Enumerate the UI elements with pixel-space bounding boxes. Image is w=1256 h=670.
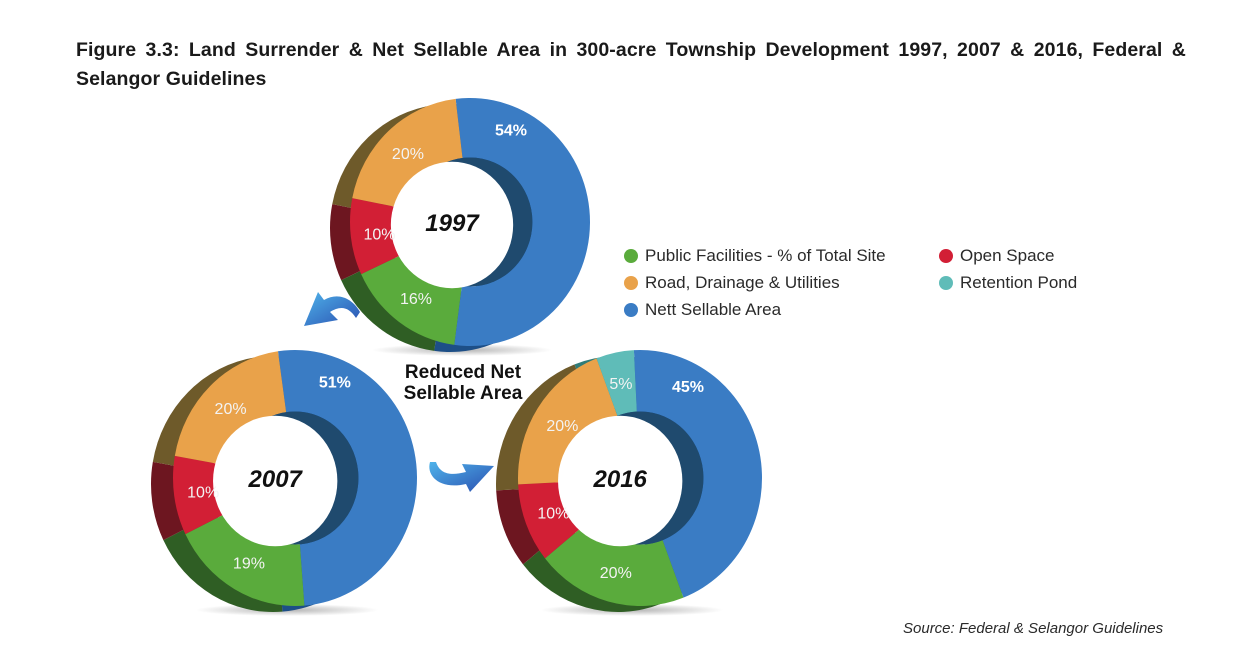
donut-charts: 199754%16%10%20%200751%19%10%20%201645%2… — [150, 97, 762, 616]
donut-slice — [545, 519, 684, 607]
donut-year-label: 2016 — [593, 466, 648, 493]
donut-slice — [185, 507, 305, 606]
donut-year-label: 2007 — [248, 466, 304, 493]
donut-slice — [361, 249, 462, 345]
legend-label: Public Facilities - % of Total Site — [645, 246, 886, 265]
donut-2007: 2007 51% 19% 10% 20% — [150, 350, 417, 616]
donut-hole — [213, 415, 338, 547]
data-label: 5% — [609, 376, 632, 393]
data-label: 10% — [537, 506, 569, 523]
donut-slice — [518, 358, 618, 485]
donut-hole — [390, 161, 514, 289]
legend-dot-icon — [939, 276, 953, 290]
donut-1997: 1997 54% 16% 10% 20% — [330, 97, 591, 356]
note-line-1: Reduced Net — [404, 362, 522, 383]
legend-dot-icon — [624, 276, 638, 290]
data-label: 45% — [672, 379, 704, 396]
legend-item-open-space: Open Space — [939, 246, 1055, 266]
arrow-icon-2007-to-2016 — [429, 462, 494, 492]
legend-label: Retention Pond — [960, 273, 1078, 292]
data-label: 10% — [363, 226, 395, 243]
data-label: 54% — [495, 123, 527, 140]
donut-slice — [633, 350, 762, 598]
data-label: 20% — [546, 418, 578, 435]
legend-item-nett-sellable: Nett Sellable Area — [624, 300, 781, 320]
legend-item-retention-pond: Retention Pond — [939, 273, 1077, 293]
legend-item-road-drainage: Road, Drainage & Utilities — [624, 273, 840, 293]
reduced-net-sellable-note: Reduced Net Sellable Area — [380, 362, 546, 404]
legend-dot-icon — [624, 303, 638, 317]
arrow-icon-1997-to-2007 — [304, 292, 360, 326]
data-label: 20% — [600, 565, 632, 582]
legend-dot-icon — [939, 249, 953, 263]
donut-slice — [454, 97, 591, 346]
donut-year-label: 1997 — [425, 210, 480, 237]
chart-title: Figure 3.3: Land Surrender & Net Sellabl… — [76, 39, 1186, 90]
donut-hole — [558, 415, 683, 547]
donut-slice — [277, 350, 417, 606]
data-label: 19% — [233, 555, 265, 572]
legend-dot-icon — [624, 249, 638, 263]
data-label: 10% — [187, 485, 219, 502]
donut-2016: 2016 45% 20% 10% 20% 5% — [496, 350, 762, 616]
data-label: 20% — [392, 146, 424, 163]
donut-slice — [174, 351, 287, 467]
legend-label: Road, Drainage & Utilities — [645, 273, 840, 292]
data-label: 51% — [319, 375, 351, 392]
donut-slice — [352, 98, 463, 210]
legend-label: Open Space — [960, 246, 1055, 265]
data-label: 16% — [400, 291, 432, 308]
legend-item-public-facilities: Public Facilities - % of Total Site — [624, 246, 886, 266]
source-note: Source: Federal & Selangor Guidelines — [903, 620, 1164, 637]
cycle-arrows — [304, 292, 494, 492]
note-line-2: Sellable Area — [403, 383, 523, 404]
data-label: 20% — [215, 401, 247, 418]
legend-label: Nett Sellable Area — [645, 300, 782, 319]
donut-slice — [596, 350, 637, 416]
